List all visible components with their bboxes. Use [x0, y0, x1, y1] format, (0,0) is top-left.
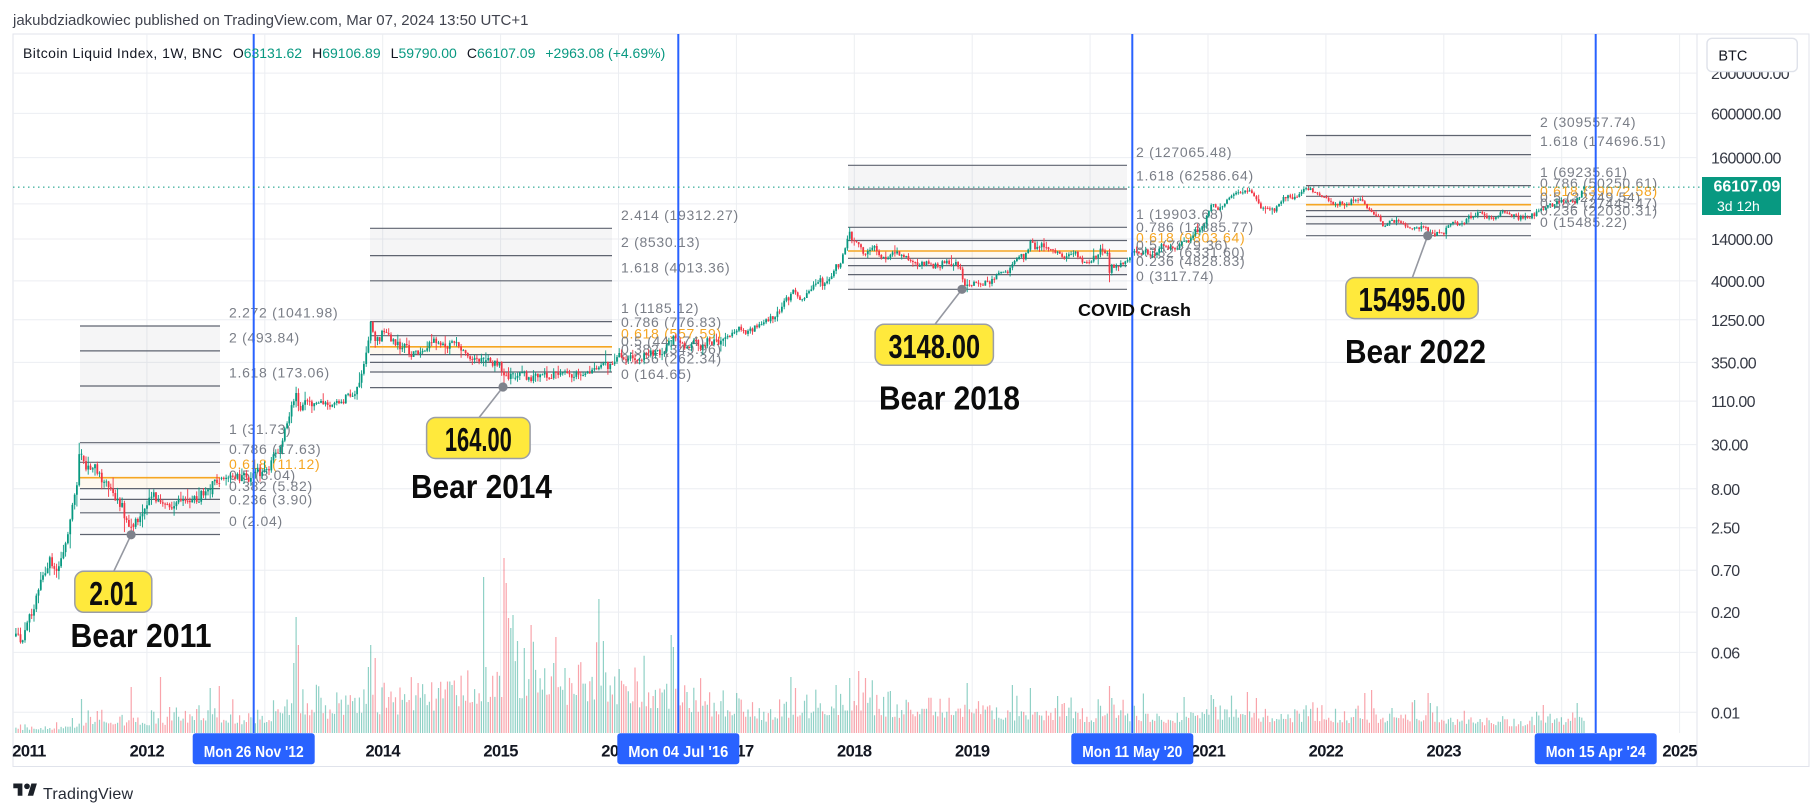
- svg-text:0.786 (776.83): 0.786 (776.83): [621, 314, 722, 330]
- svg-text:0.618 (11.12): 0.618 (11.12): [229, 456, 320, 472]
- svg-text:0.618 (557.59): 0.618 (557.59): [621, 325, 722, 341]
- svg-text:0.382 (6331.60): 0.382 (6331.60): [1136, 244, 1245, 260]
- svg-text:0.236 (4828.83): 0.236 (4828.83): [1136, 253, 1245, 269]
- svg-text:2018: 2018: [837, 743, 872, 761]
- svg-text:3d 12h: 3d 12h: [1717, 198, 1760, 214]
- svg-text:TradingView: TradingView: [43, 786, 133, 803]
- svg-text:0.236 (3.90): 0.236 (3.90): [229, 491, 313, 507]
- svg-text:0.236 (262.34): 0.236 (262.34): [621, 351, 722, 367]
- svg-text:164.00: 164.00: [445, 421, 512, 458]
- svg-text:0.20: 0.20: [1711, 605, 1740, 622]
- svg-text:2.01: 2.01: [89, 575, 137, 612]
- svg-text:14000.00: 14000.00: [1711, 232, 1773, 249]
- svg-text:0.5 (441.74): 0.5 (441.74): [621, 333, 705, 349]
- svg-text:COVID Crash: COVID Crash: [1078, 300, 1191, 320]
- svg-text:Mon 15 Apr '24: Mon 15 Apr '24: [1546, 744, 1646, 761]
- svg-text:2.272 (1041.98): 2.272 (1041.98): [229, 305, 338, 321]
- svg-text:0.06: 0.06: [1711, 645, 1740, 662]
- svg-text:Bear 2018: Bear 2018: [879, 380, 1020, 417]
- svg-text:0.70: 0.70: [1711, 563, 1740, 580]
- svg-text:0.01: 0.01: [1711, 705, 1740, 722]
- svg-text:Bear 2014: Bear 2014: [411, 468, 553, 505]
- svg-text:8.00: 8.00: [1711, 482, 1740, 499]
- svg-text:2.50: 2.50: [1711, 521, 1740, 538]
- svg-text:0.786 (13885.77): 0.786 (13885.77): [1136, 219, 1254, 235]
- svg-text:Mon 11 May '20: Mon 11 May '20: [1082, 744, 1182, 761]
- svg-text:2011: 2011: [12, 743, 46, 761]
- svg-text:0.382 (27445.47): 0.382 (27445.47): [1540, 195, 1658, 211]
- svg-text:350.00: 350.00: [1711, 355, 1757, 372]
- svg-text:2 (8530.13): 2 (8530.13): [621, 234, 700, 250]
- svg-text:1 (19903.68): 1 (19903.68): [1136, 206, 1224, 222]
- svg-text:2 (493.84): 2 (493.84): [229, 329, 300, 345]
- svg-text:2012: 2012: [130, 743, 165, 761]
- svg-text:Bear 2011: Bear 2011: [71, 617, 212, 654]
- svg-text:1.618 (4013.36): 1.618 (4013.36): [621, 259, 730, 275]
- svg-text:66107.09: 66107.09: [1714, 179, 1781, 196]
- svg-text:2021: 2021: [1191, 743, 1226, 761]
- svg-text:0.786 (17.63): 0.786 (17.63): [229, 441, 321, 457]
- svg-text:0.382 (5.82): 0.382 (5.82): [229, 478, 313, 494]
- svg-text:2 (127065.48): 2 (127065.48): [1136, 144, 1232, 160]
- svg-text:3148.00: 3148.00: [888, 328, 980, 365]
- svg-text:BTC: BTC: [1718, 49, 1747, 65]
- svg-text:2015: 2015: [483, 743, 518, 761]
- svg-text:Mon 04 Jul '16: Mon 04 Jul '16: [628, 744, 728, 761]
- svg-text:0 (15485.22): 0 (15485.22): [1540, 214, 1628, 230]
- svg-text:2023: 2023: [1427, 743, 1462, 761]
- svg-text:1 (69235.61): 1 (69235.61): [1540, 164, 1628, 180]
- svg-text:2014: 2014: [365, 743, 401, 761]
- svg-text:0.618 (9803.64): 0.618 (9803.64): [1136, 230, 1245, 246]
- svg-text:110.00: 110.00: [1711, 394, 1756, 411]
- svg-text:1.618 (173.06): 1.618 (173.06): [229, 365, 330, 381]
- svg-text:Mon 26 Nov '12: Mon 26 Nov '12: [204, 744, 304, 761]
- svg-text:600000.00: 600000.00: [1711, 106, 1782, 123]
- svg-text:4000.00: 4000.00: [1711, 274, 1765, 291]
- svg-text:30.00: 30.00: [1711, 438, 1749, 455]
- svg-text:1.618 (62586.64): 1.618 (62586.64): [1136, 168, 1254, 184]
- svg-text:jakubdziadkowiec published on: jakubdziadkowiec published on TradingVie…: [12, 12, 528, 29]
- svg-text:2025: 2025: [1662, 743, 1697, 761]
- svg-text:160000.00: 160000.00: [1711, 151, 1782, 168]
- svg-text:Bear 2022: Bear 2022: [1345, 333, 1486, 370]
- svg-text:0 (3117.74): 0 (3117.74): [1136, 268, 1214, 284]
- svg-text:15495.00: 15495.00: [1359, 281, 1466, 318]
- svg-text:0.236 (22030.31): 0.236 (22030.31): [1540, 202, 1658, 218]
- svg-text:0 (2.04): 0 (2.04): [229, 513, 283, 529]
- svg-text:2 (309557.74): 2 (309557.74): [1540, 114, 1636, 130]
- svg-text:2.414 (19312.27): 2.414 (19312.27): [621, 207, 739, 223]
- svg-text:1 (31.73): 1 (31.73): [229, 421, 291, 437]
- svg-text:0 (164.65): 0 (164.65): [621, 366, 692, 382]
- svg-text:2022: 2022: [1309, 743, 1344, 761]
- svg-text:1250.00: 1250.00: [1711, 313, 1765, 330]
- svg-text:2019: 2019: [955, 743, 990, 761]
- svg-text:1.618 (174696.51): 1.618 (174696.51): [1540, 133, 1666, 149]
